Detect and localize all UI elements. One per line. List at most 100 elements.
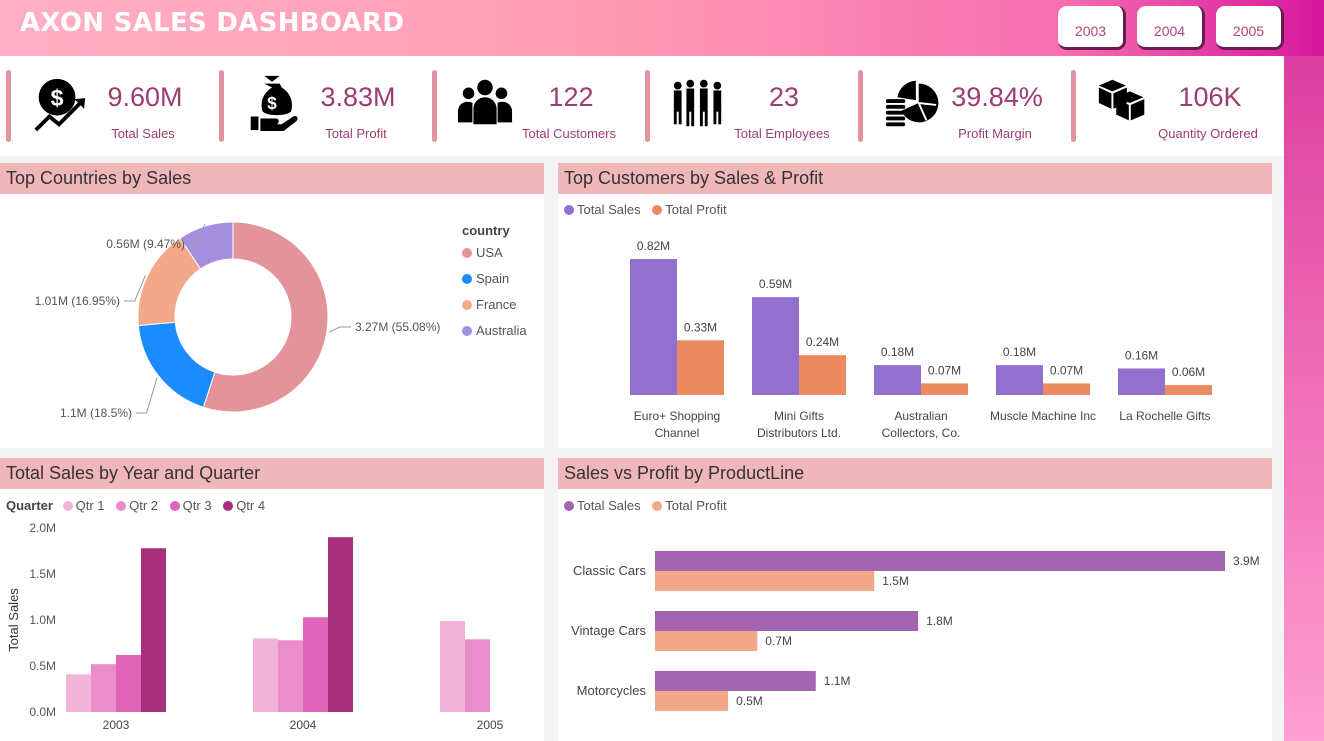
header-bar: AXON SALES DASHBOARD 2003 2004 2005 [0,0,1324,56]
bar-data-label: 0.59M [759,277,792,291]
legend-label: Australia [476,323,527,338]
hbar-sales [655,671,816,691]
legend-title: country [462,223,510,238]
hbar-profit [655,691,729,711]
legend-label: Qtr 4 [236,498,266,513]
slice-data-label: 0.56M (9.47%) [106,237,185,251]
donut-slice-spain [137,321,216,408]
category-label: Channel [655,426,700,440]
bar-data-label: 0.18M [1003,345,1036,359]
dashboard-title: AXON SALES DASHBOARD [20,8,405,38]
bar-profit [921,383,968,395]
bar-data-label: 0.5M [736,694,763,708]
bar-data-label: 3.9M [1233,554,1260,568]
leader-line [328,326,351,333]
quarters-bar-chart: 0.0M 0.5M 1.0M 1.5M 2.0M Total Sales 2003 2004 2… [6,521,504,732]
year-button-2004[interactable]: 2004 [1137,6,1205,50]
column-qtr4 [141,548,166,712]
money-bag-hand-icon: $ [250,75,298,132]
bar-data-label: 0.33M [684,320,717,334]
bar-sales [874,365,921,395]
category-label: Muscle Machine Inc [990,409,1096,423]
slice-data-label: 1.1M (18.5%) [60,406,132,420]
panel-top-customers: Top Customers by Sales & Profit Total Sa… [558,163,1272,448]
category-label: Distributors Ltd. [757,426,841,440]
kpi-total-sales: $ 9.60M Total Sales [0,68,205,144]
category-label: La Rochelle Gifts [1119,409,1210,423]
kpi-accent-bar [858,70,863,142]
legend-item-qtr3[interactable]: Qtr 3 [169,498,212,513]
hbar-profit [655,571,875,591]
kpi-total-profit: $ 3.83M Total Profit [213,68,418,144]
column-qtr3 [303,617,328,712]
countries-donut-chart: 3.27M (55.08%) 1.1M (18.5%) 1.01M (16.95%)… [35,221,527,420]
y-axis-label: Total Sales [6,588,21,652]
bar-data-label: 0.18M [881,345,914,359]
legend-label: Qtr 2 [129,498,159,513]
x-tick-label: 2005 [477,718,504,732]
legend-label: Qtr 1 [75,498,105,513]
x-tick-label: 2004 [290,718,317,732]
svg-text:$: $ [267,93,277,113]
quarter-legend: Quarter Qtr 1 Qtr 2 Qtr 3 Qtr 4 [6,498,273,513]
legend-item-qtr1[interactable]: Qtr 1 [62,498,105,513]
year-button-2005[interactable]: 2005 [1216,6,1284,50]
kpi-value: 23 [768,82,800,112]
kpi-value: 9.60M [107,82,183,112]
column-qtr3 [116,654,141,712]
column-qtr1 [66,674,91,712]
bar-sales [630,259,677,395]
legend-title: Quarter [6,498,53,513]
category-label: Classic Cars [573,563,646,578]
legend-dot [652,205,663,215]
kpi-strip: $ 9.60M Total Sales $ 3.83M Total Profit [0,56,1284,156]
bar-profit [677,340,724,395]
bar-sales [1118,368,1165,395]
kpi-label: Profit Margin [958,126,1032,141]
legend-item-total-sales[interactable]: Total Sales [564,202,641,217]
donut-slice-usa [202,221,329,413]
legend-item-total-profit[interactable]: Total Profit [652,498,727,513]
svg-text:$: $ [51,85,64,111]
kpi-value: 39.84% [951,82,1043,112]
panel-title: Total Sales by Year and Quarter [0,458,544,489]
kpi-accent-bar [6,70,11,142]
kpi-total-employees: 23 Total Employees [639,68,844,144]
column-qtr1 [440,620,465,712]
legend-dot [223,501,234,511]
bar-data-label: 0.82M [637,239,670,253]
customers-group-icon [457,79,513,125]
legend-item-qtr2[interactable]: Qtr 2 [116,498,158,513]
category-label: Euro+ Shopping [634,409,720,423]
kpi-value: 122 [548,82,594,112]
legend-item-total-profit[interactable]: Total Profit [652,202,727,217]
kpi-profit-margin: 39.84% Profit Margin [852,68,1057,144]
panel-sales-by-quarter: Total Sales by Year and Quarter Quarter … [0,458,544,741]
legend-label: USA [476,245,503,260]
bar-data-label: 0.24M [806,335,839,349]
bar-data-label: 1.5M [882,574,909,588]
productline-bar-chart: 3.9M 1.5M Classic Cars 1.8M 0.7M Vintage Cars… [571,551,1260,711]
customers-bar-chart: 0.82M 0.33M Euro+ Shopping Channel 0.59M 0.24… [630,239,1212,440]
legend-dot [462,274,472,284]
employees-group-icon [673,79,722,127]
column-qtr4 [328,537,353,712]
year-button-2003[interactable]: 2003 [1058,6,1126,50]
legend-dot [564,501,574,511]
legend-label: Qtr 3 [182,498,212,513]
legend-dot [652,501,663,511]
customers-legend: Total Sales Total Profit [564,202,735,217]
legend-label: Spain [476,271,509,286]
column-qtr2 [278,640,303,712]
panel-title: Sales vs Profit by ProductLine [558,458,1272,489]
productline-legend: Total Sales Total Profit [564,498,735,513]
category-label: Mini Gifts [774,409,824,423]
y-tick-label: 1.5M [29,567,56,581]
bar-sales [752,297,799,395]
legend-dot [169,501,180,511]
legend-label: Total Sales [577,498,641,513]
legend-item-qtr4[interactable]: Qtr 4 [223,498,265,513]
bar-data-label: 0.7M [765,634,792,648]
kpi-total-customers: 122 Total Customers [426,68,631,144]
legend-item-total-sales[interactable]: Total Sales [564,498,641,513]
